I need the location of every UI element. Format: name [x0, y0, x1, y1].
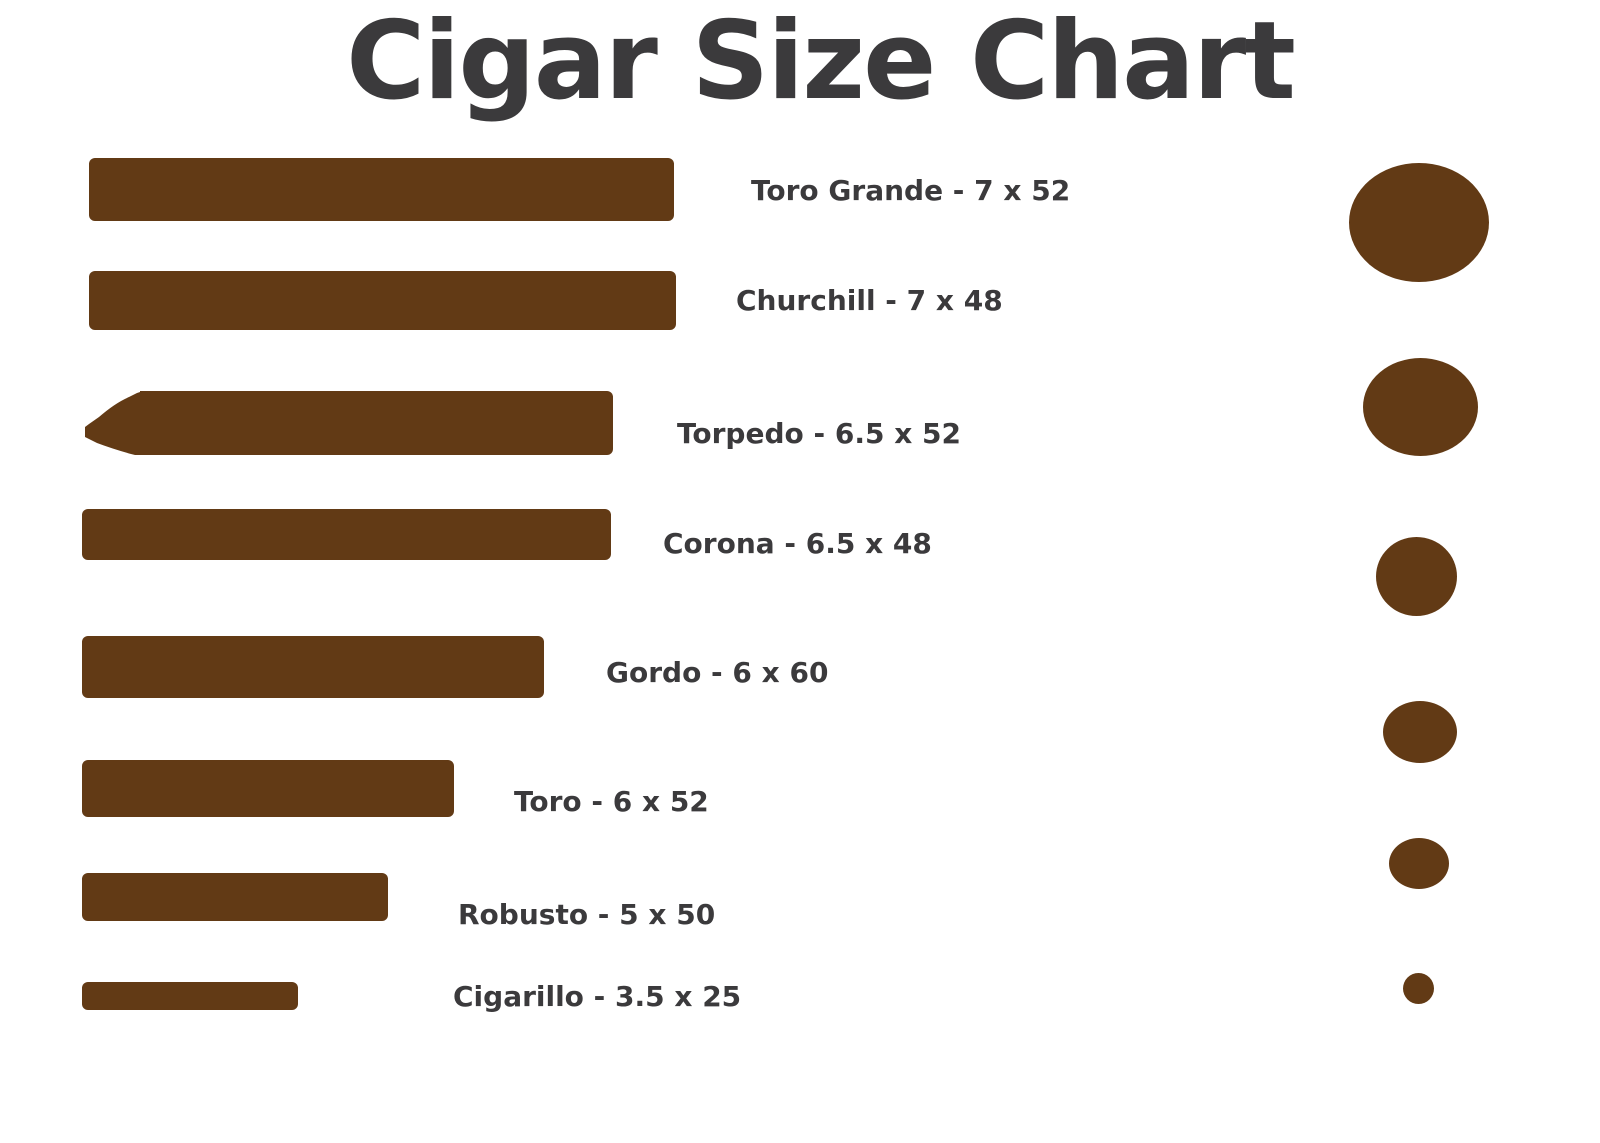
cigar-bar-cigarillo	[82, 982, 298, 1010]
cigar-label-cigarillo: Cigarillo - 3.5 x 25	[453, 980, 742, 1013]
cigar-ring-cigarillo	[1403, 973, 1434, 1004]
cigar-bar-corona	[82, 509, 611, 560]
cigar-bar-gordo	[82, 636, 544, 698]
page-title: Cigar Size Chart	[346, 0, 1296, 124]
cigar-label-robusto: Robusto - 5 x 50	[458, 898, 716, 931]
cigar-bar-churchill	[89, 271, 676, 330]
cigar-label-churchill: Churchill - 7 x 48	[736, 284, 1003, 317]
cigar-ring-gordo	[1383, 701, 1457, 763]
cigar-label-toro: Toro - 6 x 52	[514, 785, 709, 818]
cigar-label-corona: Corona - 6.5 x 48	[663, 527, 932, 560]
cigar-ring-torpedo	[1363, 358, 1478, 456]
cigar-bar-toro-grande	[89, 158, 674, 221]
cigar-ring-toro-grande	[1349, 163, 1489, 282]
cigar-label-torpedo: Torpedo - 6.5 x 52	[677, 417, 961, 450]
cigar-bar-toro	[82, 760, 454, 817]
cigar-ring-toro	[1389, 838, 1449, 889]
cigar-label-toro-grande: Toro Grande - 7 x 52	[751, 174, 1071, 207]
cigar-bar-robusto	[82, 873, 388, 921]
torpedo-tip	[85, 391, 143, 455]
cigar-bar-torpedo	[140, 391, 613, 455]
cigar-label-gordo: Gordo - 6 x 60	[606, 656, 829, 689]
cigar-ring-corona	[1376, 537, 1457, 616]
